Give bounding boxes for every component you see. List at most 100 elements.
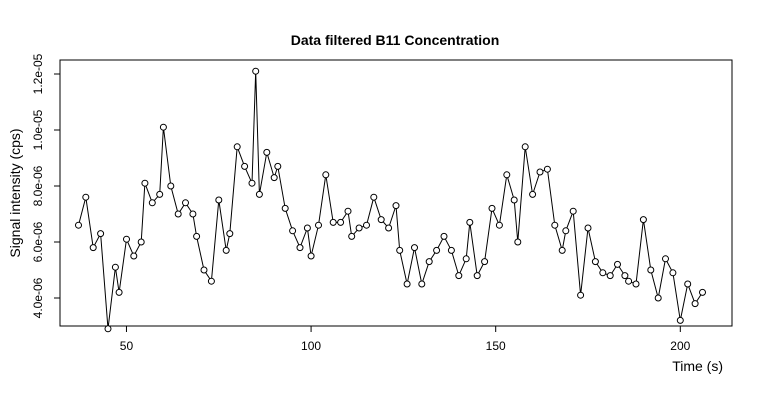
data-point	[558, 246, 566, 254]
data-point	[89, 244, 97, 252]
data-point	[599, 269, 607, 277]
data-point	[97, 230, 105, 238]
data-point	[75, 221, 82, 229]
data-point	[639, 216, 647, 224]
data-point	[303, 224, 311, 232]
data-point	[159, 123, 167, 131]
data-point	[691, 300, 699, 308]
y-tick-label: 6.0e-06	[31, 221, 45, 262]
data-point	[425, 258, 433, 266]
y-tick-label: 4.0e-06	[31, 277, 45, 318]
data-point	[241, 162, 249, 170]
data-point	[699, 288, 706, 296]
data-point	[543, 165, 551, 173]
data-point	[606, 272, 614, 280]
data-point	[130, 252, 138, 260]
data-point	[418, 280, 426, 288]
data-point	[433, 246, 441, 254]
data-point	[207, 277, 215, 285]
data-point	[137, 238, 145, 246]
data-point	[322, 171, 330, 179]
data-point	[654, 294, 662, 302]
data-point	[647, 266, 655, 274]
y-tick-label: 1.0e-05	[31, 109, 45, 150]
data-point	[614, 260, 621, 268]
data-point	[315, 221, 322, 229]
data-point	[222, 246, 230, 254]
plot-frame	[59, 59, 733, 327]
data-point	[669, 269, 677, 277]
data-point	[514, 238, 522, 246]
data-point	[289, 227, 297, 235]
data-point	[167, 182, 175, 190]
data-point	[377, 216, 385, 224]
data-point	[248, 179, 256, 187]
data-point	[193, 232, 201, 240]
x-tick-label: 50	[120, 339, 134, 353]
data-point	[200, 266, 208, 274]
data-point	[263, 148, 271, 156]
data-point	[148, 199, 156, 207]
data-point	[141, 179, 149, 187]
data-point	[510, 196, 518, 204]
data-point	[156, 190, 164, 198]
data-point	[255, 190, 263, 198]
data-point	[447, 246, 455, 254]
data-point	[411, 244, 418, 252]
data-point	[252, 67, 260, 75]
y-axis: 4.0e-06 6.0e-06 8.0e-06 1.0e-05 1.2e-05	[31, 53, 60, 318]
chart-title: Data filtered B11 Concentration	[291, 32, 500, 48]
data-point	[174, 210, 182, 218]
data-point	[495, 221, 503, 229]
x-tick-label: 200	[670, 339, 690, 353]
data-point	[662, 255, 669, 263]
data-point	[684, 280, 692, 288]
data-point	[466, 218, 474, 226]
data-point	[536, 168, 544, 176]
x-tick-label: 150	[486, 339, 506, 353]
data-point	[233, 143, 241, 151]
data-point	[403, 280, 411, 288]
data-point	[584, 224, 592, 232]
y-tick-label: 1.2e-05	[31, 53, 45, 94]
data-point	[270, 174, 278, 182]
data-point	[123, 235, 130, 243]
data-point	[625, 277, 633, 285]
data-point	[521, 143, 529, 151]
data-point	[385, 224, 393, 232]
data-point	[307, 252, 315, 260]
data-point	[676, 316, 684, 324]
x-axis-label: Time (s)	[672, 358, 723, 374]
data-point	[226, 230, 234, 238]
data-point	[473, 272, 481, 280]
data-point	[281, 204, 289, 212]
data-point	[396, 246, 404, 254]
data-point	[440, 232, 448, 240]
data-point	[462, 255, 470, 263]
data-point	[529, 190, 537, 198]
x-axis: 50 100 150 200	[120, 326, 691, 353]
data-point	[104, 325, 112, 333]
data-point	[337, 218, 345, 226]
data-point	[591, 258, 599, 266]
y-axis-label: Signal intensity (cps)	[7, 128, 23, 257]
data-point	[455, 272, 463, 280]
data-point	[82, 193, 90, 201]
data-point	[182, 199, 189, 207]
data-point	[632, 280, 640, 288]
data-point	[577, 291, 585, 299]
data-point	[621, 272, 629, 280]
data-point	[363, 221, 370, 229]
data-point	[392, 202, 400, 210]
data-point	[344, 207, 352, 215]
y-tick-label: 8.0e-06	[31, 165, 45, 206]
data-point	[274, 162, 282, 170]
data-point	[355, 224, 363, 232]
data-point	[503, 171, 511, 179]
x-tick-label: 100	[301, 339, 321, 353]
data-point	[329, 218, 337, 226]
data-point	[296, 244, 304, 252]
data-point	[189, 210, 197, 218]
data-point	[348, 232, 356, 240]
